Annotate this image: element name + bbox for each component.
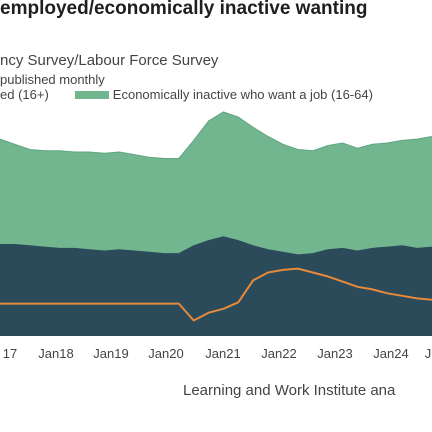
chart-note: published monthly: [0, 72, 105, 87]
legend: ed (16+) Economically inactive who want …: [0, 87, 373, 102]
line-third-series: [0, 267, 432, 322]
x-tick-label: Jan19: [93, 346, 128, 361]
chart-marks: [0, 111, 432, 337]
x-axis: 17 Jan18 Jan19 Jan20 Jan21 Jan22 Jan23 Jan24 J: [3, 346, 431, 361]
x-tick-label: Jan20: [148, 346, 183, 361]
source-label: Learning and Work Institute ana: [183, 382, 396, 399]
x-tick-label: Jan21: [205, 346, 240, 361]
x-tick-label: J: [425, 346, 432, 361]
x-tick-label: Jan23: [317, 346, 352, 361]
legend-label-inactive: Economically inactive who want a job (16…: [112, 87, 373, 102]
area-unemployed: [0, 236, 432, 336]
x-tick-label: Jan24: [373, 346, 408, 361]
legend-label-unemployed: ed (16+): [0, 87, 49, 102]
chart-subtitle: ncy Survey/Labour Force Survey: [0, 52, 219, 69]
x-tick-label: 17: [3, 346, 17, 361]
x-tick-label: Jan22: [261, 346, 296, 361]
chart-title: employed/economically inactive wanting: [0, 0, 368, 19]
legend-swatch-inactive: [74, 90, 109, 99]
x-tick-label: Jan18: [38, 346, 73, 361]
line-economically-inactive: [0, 111, 432, 159]
